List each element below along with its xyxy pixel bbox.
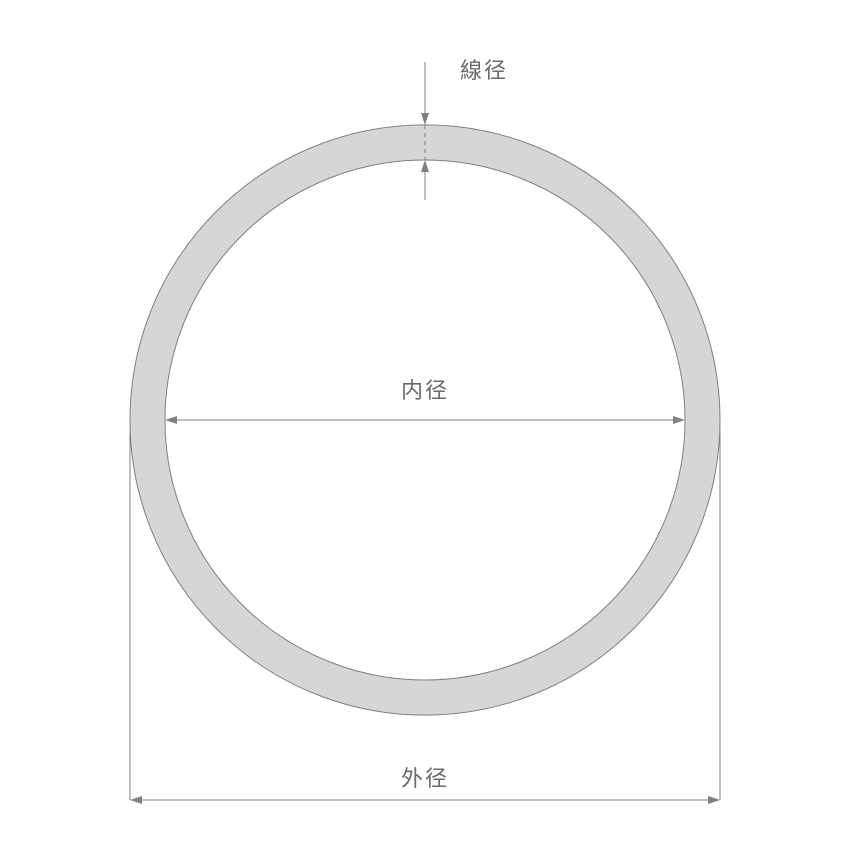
inner-diameter-label: 内径 [401,378,449,403]
inner-diameter-dimension [165,416,685,424]
outer-diameter-label: 外径 [401,766,449,791]
wall-thickness-label: 線径 [460,58,508,83]
ring-dimension-diagram: 線径 内径 外径 [0,0,850,850]
